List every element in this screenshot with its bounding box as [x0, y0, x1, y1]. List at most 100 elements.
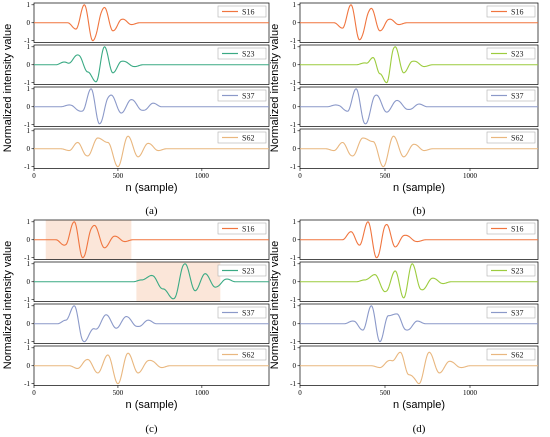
y-tick-label: -1 — [290, 79, 296, 87]
y-tick-label: 0 — [27, 236, 31, 244]
legend-label: S37 — [242, 309, 254, 318]
y-axis-title: Normalized intensity value — [269, 241, 281, 369]
y-tick-label: 1 — [293, 85, 297, 93]
y-tick-label: -1 — [24, 79, 30, 87]
legend-label: S16 — [511, 8, 523, 17]
y-tick-label: -1 — [290, 380, 296, 388]
y-tick-label: -1 — [24, 296, 30, 304]
y-tick-label: -1 — [24, 380, 30, 388]
y-tick-label: 1 — [27, 218, 31, 226]
subplot-s23: 1 0 -1 S23 — [290, 43, 539, 87]
series-line-s16 — [34, 221, 269, 259]
panel-label: (d) — [413, 423, 426, 435]
y-tick-label: 0 — [27, 61, 31, 69]
subplot-s23: 1 0 -1 S23 — [290, 260, 539, 304]
subplot-s37: 1 0 -1 S37 — [24, 302, 270, 346]
legend-box — [486, 306, 536, 319]
x-tick-label: 1000 — [463, 172, 478, 180]
y-tick-label: -1 — [290, 338, 296, 346]
y-tick-label: 0 — [293, 362, 297, 370]
x-tick-label: 500 — [113, 172, 124, 180]
y-tick-label: 1 — [27, 85, 31, 93]
y-tick-label: -1 — [24, 121, 30, 129]
legend-label: S37 — [242, 92, 254, 101]
subplot-s16: 1 0 -1 S16 — [290, 1, 539, 45]
y-tick-label: -1 — [290, 296, 296, 304]
y-tick-label: -1 — [290, 121, 296, 129]
series-line-s62 — [34, 135, 269, 168]
legend-box — [217, 5, 267, 18]
legend-box — [217, 222, 267, 235]
legend-box — [217, 264, 267, 277]
y-tick-label: 1 — [27, 1, 31, 9]
subplot-s16: 1 0 -1 S16 — [24, 218, 270, 262]
y-tick-label: 1 — [27, 127, 31, 135]
x-tick-label: 0 — [32, 172, 36, 180]
y-tick-label: 1 — [293, 1, 297, 9]
x-axis-title: n (sample) — [126, 182, 178, 194]
legend-box — [486, 222, 536, 235]
legend-label: S16 — [511, 225, 523, 234]
legend-label: S23 — [242, 50, 254, 59]
legend-box — [486, 348, 536, 361]
y-tick-label: 1 — [293, 344, 297, 352]
y-tick-label: 0 — [27, 103, 31, 111]
y-tick-label: 1 — [27, 302, 31, 310]
series-line-s37 — [34, 88, 269, 125]
y-tick-label: 0 — [27, 278, 31, 286]
legend-box — [217, 306, 267, 319]
legend-label: S23 — [242, 267, 254, 276]
subplot-s37: 1 0 -1 S37 — [24, 85, 270, 129]
series-line-s23 — [34, 263, 269, 300]
panel-label: (a) — [145, 205, 158, 217]
legend-label: S16 — [242, 225, 254, 234]
x-axis-title: n (sample) — [393, 182, 445, 194]
y-tick-label: 1 — [293, 43, 297, 51]
y-tick-label: -1 — [24, 338, 30, 346]
y-tick-label: 1 — [27, 344, 31, 352]
y-tick-label: 0 — [27, 362, 31, 370]
panel-label: (b) — [413, 205, 426, 217]
legend-box — [217, 47, 267, 60]
x-tick-label: 1000 — [195, 172, 210, 180]
subplot-s16: 1 0 -1 S16 — [290, 218, 539, 262]
subplot-s16: 1 0 -1 S16 — [24, 1, 270, 45]
y-tick-label: 1 — [293, 127, 297, 135]
y-tick-label: 1 — [27, 43, 31, 51]
y-tick-label: 0 — [27, 145, 31, 153]
y-tick-label: 0 — [293, 19, 297, 27]
legend-box — [486, 47, 536, 60]
legend-box — [217, 348, 267, 361]
x-tick-label: 0 — [298, 389, 302, 397]
legend-box — [486, 264, 536, 277]
legend-label: S23 — [511, 50, 523, 59]
y-tick-label: 0 — [293, 103, 297, 111]
legend-box — [486, 5, 536, 18]
y-axis-title: Normalized intensity value — [2, 241, 14, 369]
legend-label: S62 — [242, 134, 254, 143]
legend-box — [217, 89, 267, 102]
y-tick-label: 0 — [293, 278, 297, 286]
y-tick-label: 0 — [293, 61, 297, 69]
subplot-s23: 1 0 -1 S23 — [24, 260, 270, 304]
series-line-s16 — [34, 4, 269, 42]
x-tick-label: 1000 — [195, 389, 210, 397]
y-tick-label: 0 — [27, 19, 31, 27]
legend-label: S62 — [242, 351, 254, 360]
series-line-s23 — [300, 46, 538, 84]
y-tick-label: 0 — [293, 236, 297, 244]
y-axis-title: Normalized intensity value — [269, 24, 281, 152]
legend-label: S62 — [511, 351, 523, 360]
series-line-s37 — [300, 88, 538, 125]
subplot-s37: 1 0 -1 S37 — [290, 302, 539, 346]
series-line-s62 — [300, 135, 538, 168]
y-tick-label: 1 — [293, 302, 297, 310]
